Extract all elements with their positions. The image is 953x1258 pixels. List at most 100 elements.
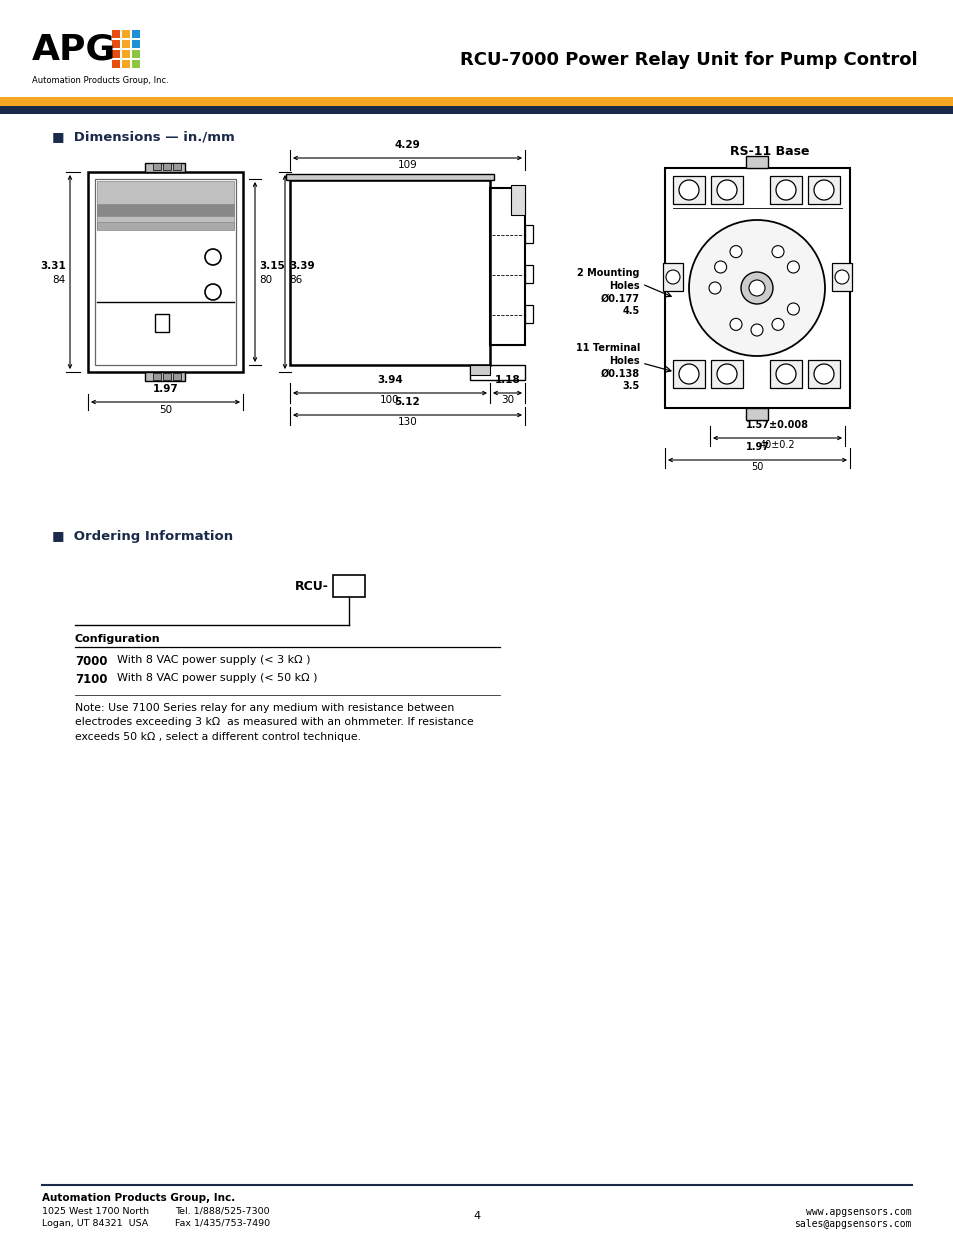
Bar — [152, 164, 161, 170]
Circle shape — [729, 318, 741, 331]
Bar — [145, 372, 185, 381]
Bar — [132, 50, 140, 58]
Text: Note: Use 7100 Series relay for any medium with resistance between
electrodes ex: Note: Use 7100 Series relay for any medi… — [75, 703, 474, 742]
Circle shape — [205, 249, 221, 265]
Bar — [132, 40, 140, 48]
Text: With 8 VAC power supply (< 50 kΩ ): With 8 VAC power supply (< 50 kΩ ) — [117, 673, 317, 683]
Text: 1.97: 1.97 — [744, 442, 769, 452]
Bar — [145, 164, 185, 172]
Circle shape — [679, 180, 699, 200]
Bar — [807, 176, 840, 204]
Bar — [97, 181, 233, 229]
Bar — [88, 172, 243, 372]
Text: 1.97: 1.97 — [152, 384, 178, 394]
Bar — [333, 575, 365, 598]
Bar — [745, 156, 767, 169]
Bar — [122, 50, 130, 58]
Text: 5.12: 5.12 — [395, 398, 420, 408]
Circle shape — [665, 270, 679, 284]
Bar — [831, 263, 851, 291]
Bar — [745, 408, 767, 420]
Text: 40±0.2: 40±0.2 — [759, 440, 795, 450]
Bar — [0, 97, 953, 106]
Bar — [97, 204, 233, 216]
Text: 3.94: 3.94 — [376, 375, 402, 385]
Circle shape — [771, 318, 783, 331]
Text: 50: 50 — [751, 462, 763, 472]
Circle shape — [729, 245, 741, 258]
Text: 1025 West 1700 North: 1025 West 1700 North — [42, 1206, 149, 1216]
Bar — [662, 263, 682, 291]
Bar — [112, 50, 120, 58]
Text: ■  Dimensions — in./mm: ■ Dimensions — in./mm — [52, 130, 234, 143]
Text: 30: 30 — [500, 395, 514, 405]
Text: 109: 109 — [397, 160, 416, 170]
Bar — [154, 314, 169, 332]
Text: RCU-: RCU- — [294, 580, 329, 594]
Circle shape — [708, 282, 720, 294]
Bar — [95, 179, 235, 365]
Bar — [524, 225, 533, 243]
Bar — [122, 60, 130, 68]
Text: ■  Ordering Information: ■ Ordering Information — [52, 530, 233, 543]
Bar — [470, 365, 490, 375]
Bar — [163, 164, 171, 170]
Bar — [664, 169, 849, 408]
Text: 4.29: 4.29 — [395, 140, 420, 150]
Bar — [112, 60, 120, 68]
Text: 1.18: 1.18 — [494, 375, 519, 385]
Circle shape — [717, 364, 737, 384]
Text: 3.31: 3.31 — [40, 260, 66, 270]
Text: Fax 1/435/753-7490: Fax 1/435/753-7490 — [174, 1219, 270, 1228]
Circle shape — [717, 180, 737, 200]
Bar — [132, 30, 140, 38]
Circle shape — [834, 270, 848, 284]
Circle shape — [775, 180, 795, 200]
Circle shape — [679, 364, 699, 384]
Bar — [524, 265, 533, 283]
Text: Logan, UT 84321  USA: Logan, UT 84321 USA — [42, 1219, 148, 1228]
Bar — [122, 30, 130, 38]
Text: 130: 130 — [397, 416, 416, 426]
Text: With 8 VAC power supply (< 3 kΩ ): With 8 VAC power supply (< 3 kΩ ) — [117, 655, 310, 665]
Bar — [172, 374, 181, 380]
Bar — [122, 40, 130, 48]
Circle shape — [748, 281, 764, 296]
Bar — [163, 374, 171, 380]
Text: Tel. 1/888/525-7300: Tel. 1/888/525-7300 — [174, 1206, 270, 1216]
Text: 7100: 7100 — [75, 673, 108, 686]
Bar — [172, 164, 181, 170]
Bar — [112, 40, 120, 48]
Bar — [132, 60, 140, 68]
Bar — [710, 360, 742, 387]
Bar — [152, 374, 161, 380]
Circle shape — [740, 272, 772, 304]
Text: Configuration: Configuration — [75, 634, 160, 644]
Text: 2 Mounting
Holes
Ø0.177
4.5: 2 Mounting Holes Ø0.177 4.5 — [577, 268, 639, 317]
Circle shape — [813, 180, 833, 200]
Text: www.apgsensors.com: www.apgsensors.com — [805, 1206, 911, 1216]
Text: 3.15: 3.15 — [258, 260, 284, 270]
Bar — [807, 360, 840, 387]
Text: RS-11 Base: RS-11 Base — [729, 145, 809, 159]
Circle shape — [786, 303, 799, 314]
Text: 84: 84 — [52, 276, 66, 286]
Text: RCU-7000 Power Relay Unit for Pump Control: RCU-7000 Power Relay Unit for Pump Contr… — [460, 52, 917, 69]
Bar — [524, 304, 533, 323]
Bar — [0, 106, 953, 114]
Bar — [710, 176, 742, 204]
Text: 86: 86 — [289, 276, 302, 286]
Text: 11 Terminal
Holes
Ø0.138
3.5: 11 Terminal Holes Ø0.138 3.5 — [575, 343, 639, 391]
Text: Automation Products Group, Inc.: Automation Products Group, Inc. — [42, 1193, 235, 1203]
Circle shape — [205, 284, 221, 299]
Circle shape — [750, 325, 762, 336]
Text: 1.57±0.008: 1.57±0.008 — [745, 420, 808, 430]
Bar — [511, 185, 524, 215]
Text: 4: 4 — [473, 1211, 480, 1222]
Circle shape — [771, 245, 783, 258]
Bar — [672, 176, 704, 204]
Bar — [672, 360, 704, 387]
Bar — [290, 180, 490, 365]
Text: Automation Products Group, Inc.: Automation Products Group, Inc. — [32, 75, 169, 86]
Bar — [97, 221, 233, 230]
